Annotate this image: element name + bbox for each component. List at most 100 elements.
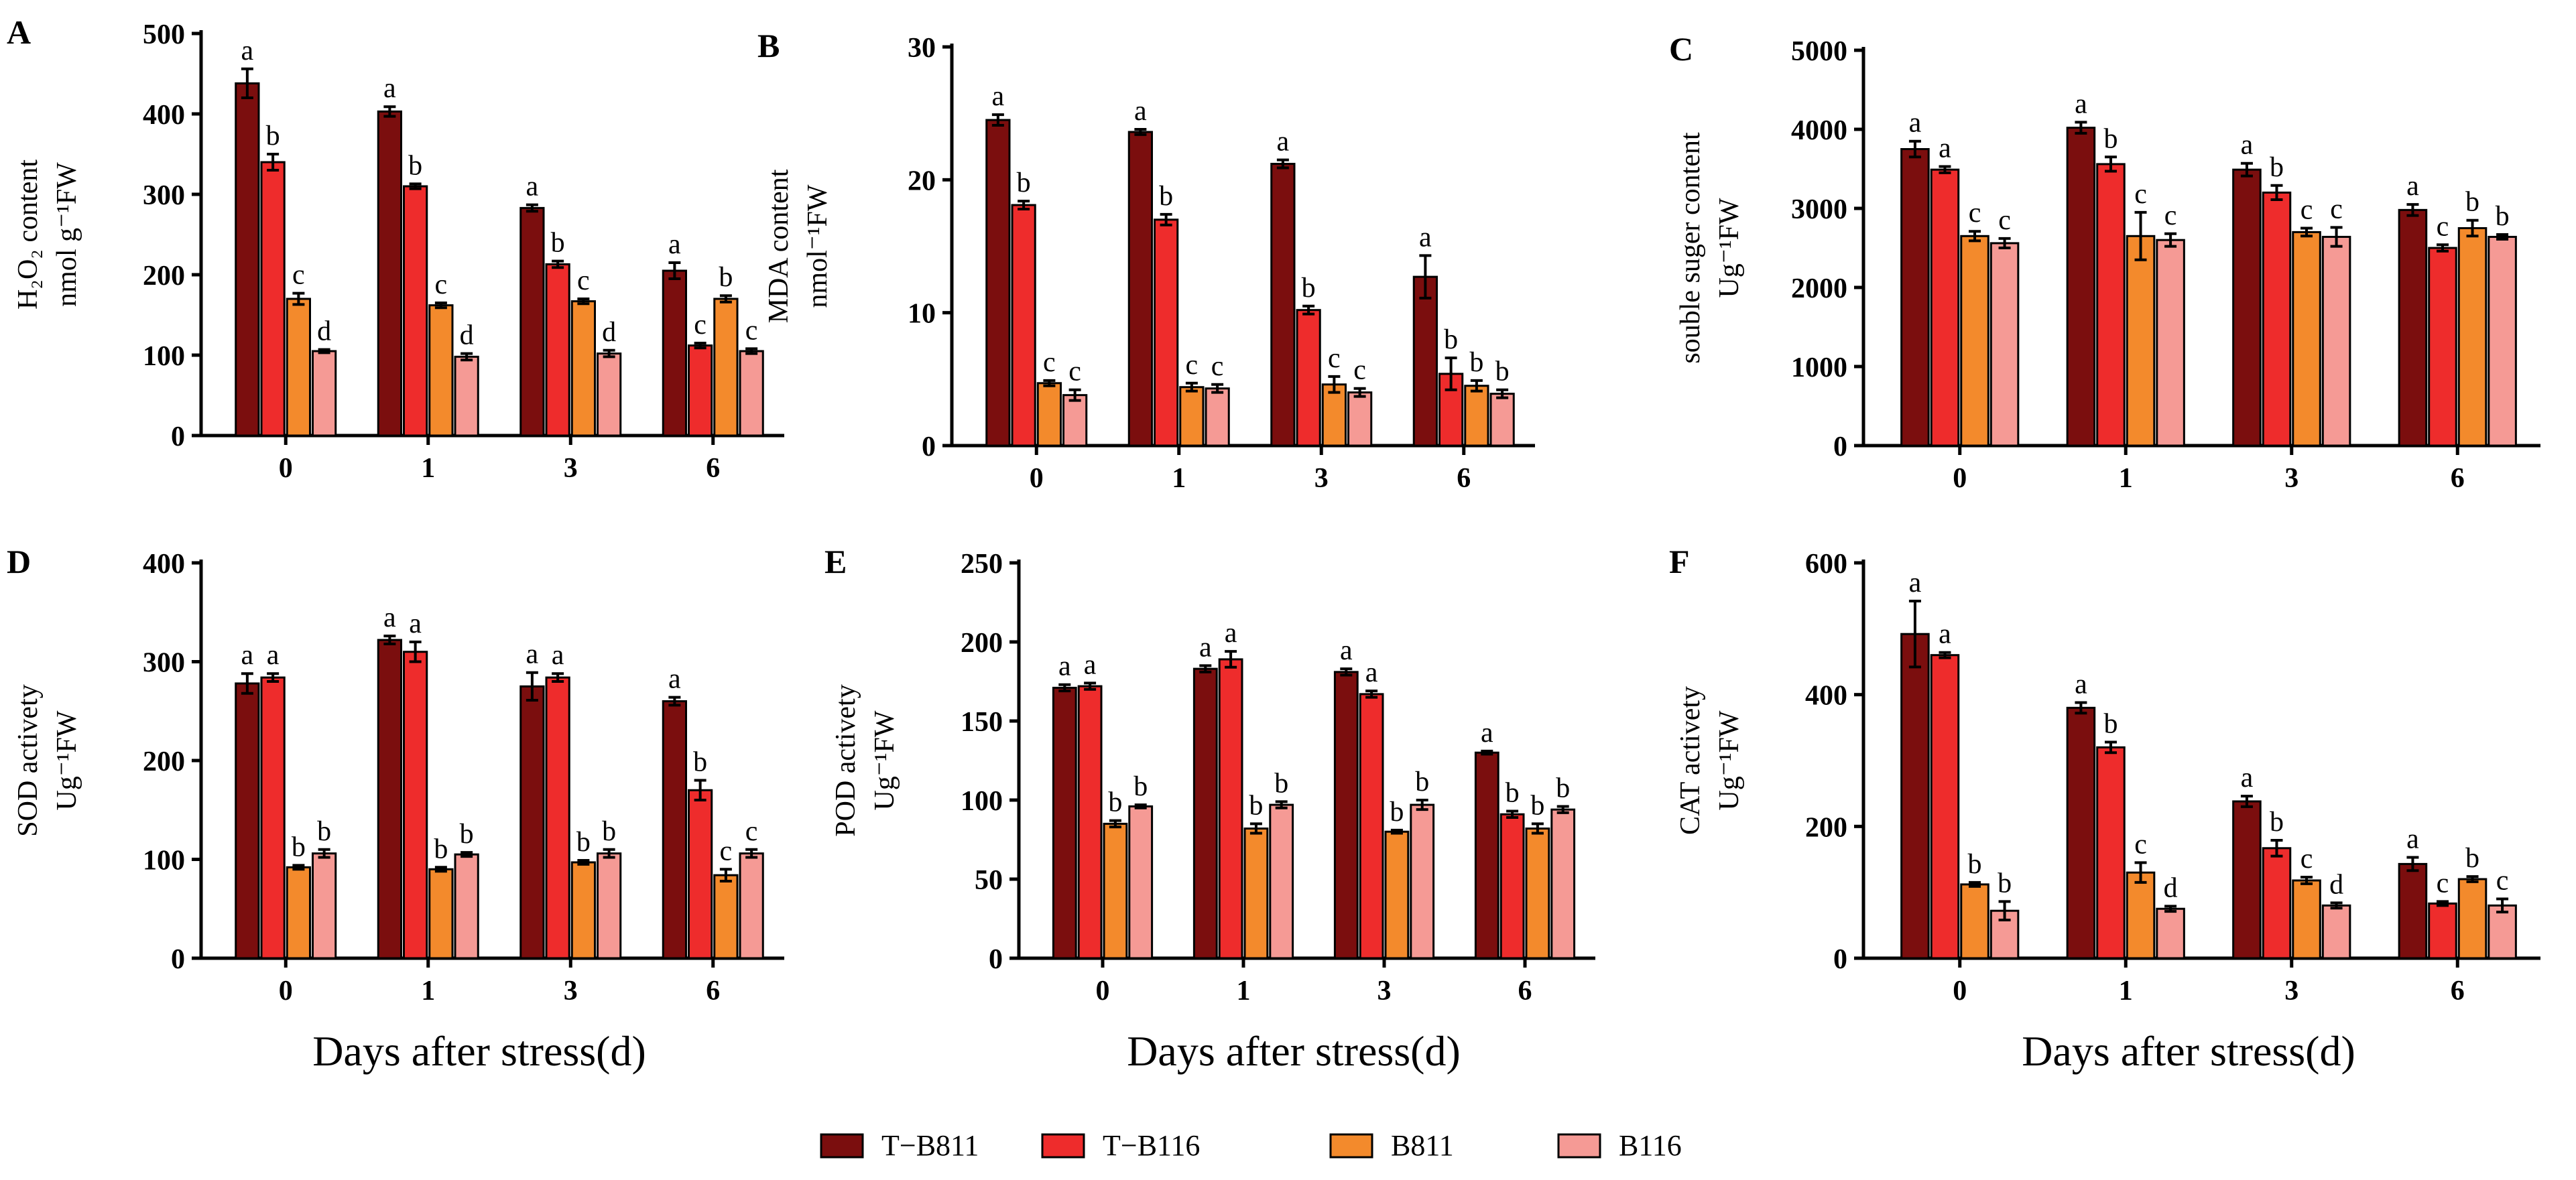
significance-letter: b bbox=[1495, 356, 1510, 387]
significance-letter: d bbox=[460, 320, 474, 351]
x-tick-label: 6 bbox=[2451, 463, 2465, 494]
bar bbox=[519, 206, 545, 437]
significance-letter: b bbox=[1302, 273, 1316, 304]
significance-letter: a bbox=[241, 640, 254, 671]
significance-letter: c bbox=[292, 260, 305, 291]
bar bbox=[1499, 813, 1525, 960]
significance-letter: a bbox=[1084, 649, 1097, 680]
y-tick-label: 30 bbox=[908, 33, 936, 64]
x-tick-label: 1 bbox=[421, 976, 435, 1006]
legend-swatch bbox=[820, 1133, 864, 1159]
bar bbox=[985, 119, 1011, 447]
significance-letter: c bbox=[1068, 356, 1081, 387]
y-tick-label: 0 bbox=[1833, 432, 1847, 462]
significance-letter: c bbox=[1043, 347, 1056, 378]
bar bbox=[1900, 633, 1930, 960]
legend-label: B811 bbox=[1391, 1129, 1454, 1162]
bar bbox=[1347, 391, 1373, 447]
x-tick-label: 0 bbox=[1096, 976, 1110, 1006]
x-tick-label: 0 bbox=[1030, 463, 1044, 494]
significance-letter: b bbox=[1556, 773, 1570, 803]
bar bbox=[1474, 751, 1499, 960]
x-tick-label: 3 bbox=[2284, 976, 2298, 1006]
significance-letter: a bbox=[1419, 222, 1432, 253]
bar bbox=[428, 304, 454, 437]
legend-item: T−B116 bbox=[1041, 1129, 1200, 1162]
bar bbox=[2126, 871, 2156, 960]
y-tick-label: 200 bbox=[143, 746, 185, 777]
legend: T−B811 T−B116 B811 B116 bbox=[820, 1129, 1682, 1162]
bar bbox=[377, 639, 402, 960]
bar bbox=[1525, 827, 1550, 960]
y-tick-label: 20 bbox=[908, 166, 936, 196]
significance-letter: b bbox=[292, 832, 306, 862]
significance-letter: b bbox=[2270, 152, 2284, 183]
x-tick-label: 6 bbox=[1518, 976, 1532, 1006]
bar bbox=[1218, 658, 1243, 960]
x-tick-label: 3 bbox=[564, 976, 578, 1006]
significance-letter: a bbox=[668, 664, 681, 695]
legend-label: B116 bbox=[1619, 1129, 1682, 1162]
bar bbox=[570, 861, 596, 960]
bar bbox=[2488, 904, 2517, 960]
bar bbox=[1550, 808, 1576, 960]
y-tick-label: 0 bbox=[989, 944, 1003, 975]
significance-letter: a bbox=[1909, 568, 1922, 598]
bar bbox=[377, 110, 402, 437]
x-tick-label: 6 bbox=[2451, 976, 2465, 1006]
bar bbox=[2428, 247, 2457, 447]
x-tick-label: 3 bbox=[1314, 463, 1329, 494]
significance-letter: a bbox=[552, 640, 564, 671]
bar bbox=[2457, 227, 2488, 447]
y-tick-label: 300 bbox=[143, 180, 185, 211]
bar bbox=[1960, 235, 1989, 447]
bar bbox=[2066, 127, 2096, 447]
y-tick-label: 0 bbox=[1833, 944, 1847, 975]
significance-letter: a bbox=[2075, 669, 2087, 700]
y-axis-label: souble suger content bbox=[1675, 132, 1706, 364]
x-tick-label: 3 bbox=[564, 453, 578, 484]
significance-letter: b bbox=[1108, 787, 1122, 818]
y-tick-label: 50 bbox=[975, 865, 1003, 896]
y-tick-label: 500 bbox=[143, 19, 185, 50]
y-tick-label: 600 bbox=[1805, 549, 1847, 580]
y-tick-label: 200 bbox=[143, 261, 185, 291]
panel-letter: B bbox=[757, 27, 780, 64]
significance-letter: a bbox=[992, 81, 1005, 112]
significance-letter: c bbox=[1353, 355, 1366, 386]
y-axis-label: nmol g⁻¹FW bbox=[52, 162, 82, 307]
legend-swatch bbox=[1557, 1133, 1601, 1159]
x-tick-label: 1 bbox=[2119, 976, 2133, 1006]
significance-letter: a bbox=[1340, 635, 1353, 666]
bar bbox=[2398, 862, 2428, 960]
significance-letter: a bbox=[1481, 718, 1493, 748]
bar bbox=[2321, 235, 2351, 447]
bar bbox=[2156, 239, 2185, 447]
significance-letter: c bbox=[2437, 868, 2449, 899]
bar bbox=[1179, 386, 1205, 447]
significance-letter: c bbox=[577, 265, 590, 296]
bar bbox=[1960, 883, 1989, 960]
panel-letter: A bbox=[7, 13, 31, 51]
bar bbox=[2156, 907, 2185, 960]
bar bbox=[454, 355, 479, 437]
significance-letter: c bbox=[1328, 343, 1341, 374]
bar bbox=[1270, 163, 1296, 447]
significance-letter: b bbox=[2465, 187, 2479, 218]
significance-letter: c bbox=[745, 315, 758, 346]
significance-letter: b bbox=[1968, 849, 1982, 880]
bar bbox=[1412, 275, 1438, 447]
significance-letter: a bbox=[1058, 651, 1071, 682]
bar bbox=[739, 350, 764, 437]
x-tick-label: 1 bbox=[2119, 463, 2133, 494]
bar bbox=[545, 676, 570, 960]
y-axis-label: Ug⁻¹FW bbox=[1714, 198, 1745, 298]
bar bbox=[235, 82, 260, 437]
significance-letter: b bbox=[266, 121, 280, 151]
y-tick-label: 4000 bbox=[1791, 115, 1847, 146]
significance-letter: b bbox=[2270, 807, 2284, 838]
x-tick-label: 3 bbox=[1377, 976, 1392, 1006]
